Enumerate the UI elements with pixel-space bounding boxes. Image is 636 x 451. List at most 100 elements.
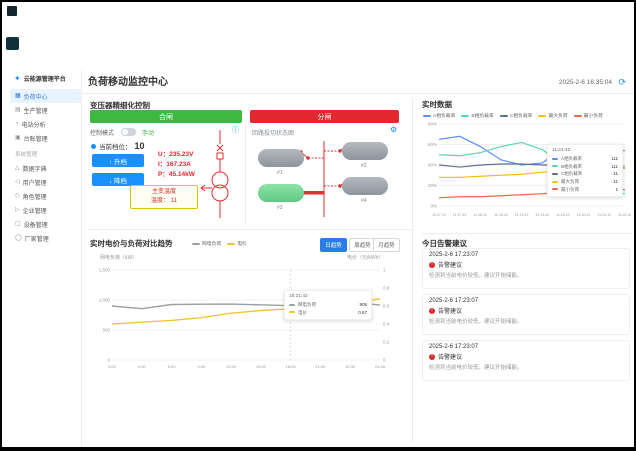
svg-text:11:21:42: 11:21:42	[618, 213, 631, 217]
circuit-diagram-label: 回路投切状态图	[252, 131, 295, 137]
load-capsule-3[interactable]	[258, 184, 304, 202]
price-legend: 网电负荷 电价	[192, 240, 247, 247]
temp-title: 主变温度	[151, 189, 176, 195]
svg-text:11:21:12: 11:21:12	[597, 213, 611, 217]
svg-text:22:30: 22:30	[345, 364, 356, 369]
legend-mark	[423, 114, 431, 117]
svg-text:0: 0	[107, 358, 110, 363]
legend-item-A相负载率[interactable]: A相负载率	[423, 112, 455, 119]
advice-desc: 检测到当前电价较低，建议开始储能。	[429, 273, 523, 279]
legend-item-网电负荷[interactable]: 网电负荷	[192, 240, 221, 247]
legend-mark	[227, 242, 236, 245]
tap-down-button[interactable]: ↓ 降档	[92, 173, 144, 186]
window-artifact-icon-1	[7, 6, 17, 16]
realtime-panel-title: 实时数据	[422, 100, 452, 109]
gear-icon[interactable]: ⚙	[390, 125, 398, 134]
sidebar-item-电站分析[interactable]: ◔ 电站分析	[10, 117, 81, 131]
axis-right-title: 电价（元/kWh）	[347, 255, 384, 261]
tooltip-row: C相负载率 11	[552, 170, 618, 178]
info-icon[interactable]: ⓘ	[232, 127, 239, 134]
load-capsule-1[interactable]	[258, 149, 304, 167]
sidebar-item-生产管理[interactable]: ▤ 生产管理	[10, 103, 81, 117]
transformer-temp-box: 主变温度 温度： 11	[130, 185, 198, 209]
legend-item-B相负载率[interactable]: B相负载率	[461, 112, 494, 119]
logo: ✦ 云能源管理平台	[10, 70, 81, 89]
mode-toggle[interactable]	[121, 128, 136, 136]
tooltip-time: 16:21:42	[289, 294, 308, 299]
svg-text:60%: 60%	[428, 142, 437, 147]
svg-text:3:00: 3:00	[138, 364, 147, 369]
svg-text:0:00: 0:00	[108, 364, 117, 369]
svg-text:11:17:42: 11:17:42	[453, 213, 467, 217]
svg-text:0.4: 0.4	[383, 322, 390, 327]
temp-value: 温度： 11	[151, 198, 177, 204]
sidebar-menu: ▦ 负荷中心 ▤ 生产管理 ◔ 电站分析 ▣ 台账管理 系统管理 △ 数据字典 ◁ 用户管理 ◇ 角色管理 ▷…	[10, 89, 81, 245]
capsule-label: #4	[361, 198, 367, 204]
sidebar-item-负荷中心[interactable]: ▦ 负荷中心	[10, 89, 81, 103]
capsule-label: #3	[277, 205, 283, 211]
sidebar-item-用户管理[interactable]: ◁ 用户管理	[10, 175, 81, 189]
advice-tag: 告警建议	[438, 263, 463, 269]
sidebar-group-label: 系统管理	[15, 152, 38, 158]
legend-mark	[461, 114, 470, 117]
legend-item-最小负荷[interactable]: 最小负荷	[573, 112, 603, 119]
legend-item-C相负载率[interactable]: C相负载率	[499, 112, 532, 119]
sidebar-item-台账管理[interactable]: ▣ 台账管理	[10, 131, 81, 145]
advice-desc: 检测到当前电价较低，建议开始储能。	[429, 365, 523, 371]
close-breaker-button[interactable]: 合闸	[90, 110, 242, 123]
single-line-diagram	[200, 130, 229, 218]
svg-text:1,000: 1,000	[99, 298, 111, 303]
tooltip-row: 最大负荷 11	[552, 178, 618, 186]
svg-text:21:00: 21:00	[315, 364, 326, 369]
sidebar-item-企业管理[interactable]: ▷ 企业管理	[10, 203, 81, 217]
svg-text:0%: 0%	[430, 204, 437, 209]
advice-card[interactable]: 2025-2-6 17:23:07! 告警建议 检测到当前电价较低，建议开始储能。	[422, 340, 630, 381]
sidebar-item-设备管理[interactable]: ▢ 设备管理	[10, 217, 81, 231]
tab-周趋势[interactable]: 周趋势	[349, 238, 376, 252]
load-capsule-2[interactable]	[342, 142, 388, 160]
price-panel-title: 实时电价与负荷对比趋势	[90, 239, 173, 248]
mode-label: 控制模式	[90, 131, 115, 137]
legend-mark	[192, 242, 200, 245]
legend-mark	[573, 114, 582, 117]
menu-icon: ◔	[15, 121, 19, 127]
menu-label: 台账管理	[23, 136, 48, 143]
tap-up-button[interactable]: ↑ 升档	[92, 154, 144, 167]
sidebar: ✦ 云能源管理平台 ▦ 负荷中心 ▤ 生产管理 ◔ 电站分析 ▣ 台账管理 系统管理 △ 数据字典 ◁…	[10, 70, 82, 447]
sidebar-item-数据字典[interactable]: △ 数据字典	[10, 161, 81, 175]
legend-item-电价[interactable]: 电价	[227, 240, 247, 247]
svg-text:12:00: 12:00	[226, 364, 237, 369]
tooltip-row: B相负载率 111	[552, 163, 618, 171]
advice-card[interactable]: 2025-2-6 17:23:07! 告警建议 检测到当前电价较低，建议开始储能。	[422, 248, 630, 289]
svg-text:1,500: 1,500	[99, 268, 111, 273]
advice-time: 2025-2-6 17:23:07	[429, 298, 479, 304]
menu-label: 角色管理	[22, 194, 47, 201]
logo-icon: ✦	[14, 74, 21, 83]
power-reading: P：45.14kW	[158, 171, 195, 179]
tooltip-row: 网电负荷 905	[289, 301, 367, 309]
menu-label: 生产管理	[23, 108, 48, 115]
advice-time: 2025-2-6 17:23:07	[429, 252, 479, 258]
advice-card[interactable]: 2025-2-6 17:23:07! 告警建议 检测到当前电价较低，建议开始储能。	[422, 294, 630, 335]
tab-月趋势[interactable]: 月趋势	[373, 238, 400, 252]
menu-icon: ▣	[15, 135, 21, 141]
menu-icon: ▷	[15, 207, 20, 213]
legend-label: A相负载率	[433, 114, 456, 119]
svg-text:23:45: 23:45	[375, 364, 386, 369]
svg-text:11:18:42: 11:18:42	[494, 213, 508, 217]
legend-label: B相负载率	[471, 114, 494, 119]
open-breaker-button[interactable]: 分闸	[250, 110, 399, 123]
legend-label: 最大负荷	[548, 114, 568, 119]
svg-text:0: 0	[383, 358, 386, 363]
legend-item-最大负荷[interactable]: 最大负荷	[538, 112, 568, 119]
sidebar-item-厂家管理[interactable]: ◯ 厂家管理	[10, 231, 81, 245]
sidebar-item-角色管理[interactable]: ◇ 角色管理	[10, 189, 81, 203]
menu-icon: ◯	[15, 235, 22, 241]
advice-desc: 检测到当前电价较低，建议开始储能。	[429, 319, 523, 325]
tab-日趋势[interactable]: 日趋势	[320, 238, 347, 252]
load-capsule-4[interactable]	[342, 177, 388, 195]
refresh-icon[interactable]: ⟳	[618, 77, 626, 87]
legend-label: 电价	[237, 242, 247, 247]
alert-icon: !	[429, 307, 435, 314]
